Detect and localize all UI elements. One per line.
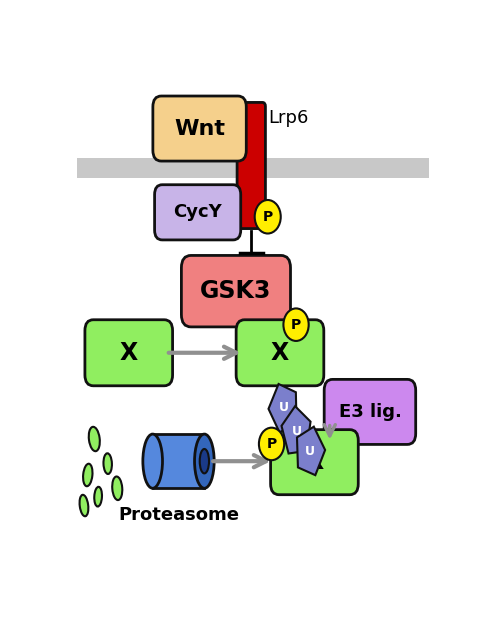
FancyBboxPatch shape (155, 185, 241, 240)
FancyBboxPatch shape (324, 380, 415, 444)
FancyBboxPatch shape (271, 429, 358, 495)
Circle shape (255, 200, 281, 234)
Ellipse shape (94, 487, 102, 506)
Text: CycY: CycY (173, 204, 222, 221)
FancyBboxPatch shape (153, 96, 247, 161)
Text: E3 lig.: E3 lig. (338, 403, 402, 421)
Ellipse shape (143, 434, 163, 488)
Ellipse shape (200, 449, 209, 474)
Text: Proteasome: Proteasome (118, 506, 239, 524)
Ellipse shape (112, 477, 123, 500)
Text: X: X (120, 340, 138, 365)
Text: U: U (291, 425, 301, 438)
Circle shape (284, 308, 309, 341)
Circle shape (259, 428, 284, 460)
Text: U: U (305, 445, 315, 458)
Text: P: P (266, 437, 277, 451)
Bar (77, 157, 429, 179)
Text: Wnt: Wnt (174, 118, 225, 138)
Ellipse shape (103, 453, 112, 474)
FancyBboxPatch shape (85, 320, 172, 386)
Text: X: X (305, 450, 324, 474)
Text: X: X (271, 340, 289, 365)
FancyBboxPatch shape (237, 102, 265, 228)
Polygon shape (297, 427, 325, 475)
FancyBboxPatch shape (181, 255, 290, 327)
Text: U: U (279, 401, 289, 415)
Polygon shape (269, 384, 296, 433)
Text: P: P (263, 210, 273, 224)
Ellipse shape (83, 464, 92, 486)
Text: GSK3: GSK3 (200, 279, 272, 303)
Bar (153, 434, 205, 488)
Text: P: P (291, 317, 301, 332)
Ellipse shape (89, 427, 100, 451)
FancyBboxPatch shape (236, 320, 324, 386)
Ellipse shape (195, 434, 214, 488)
Ellipse shape (80, 495, 88, 516)
Polygon shape (282, 406, 311, 454)
Text: Lrp6: Lrp6 (268, 109, 308, 127)
